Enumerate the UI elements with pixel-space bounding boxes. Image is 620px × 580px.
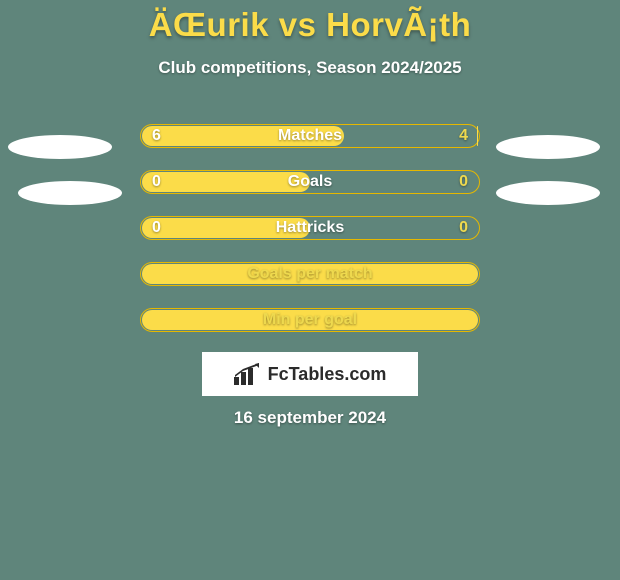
stat-label: Matches: [278, 127, 342, 145]
stat-rows: 6 4 Matches 0 0 Goals 0 0 Hattricks Goals per mat…: [0, 124, 620, 354]
fctables-badge: FcTables.com: [202, 352, 418, 396]
stat-row: Min per goal: [0, 308, 620, 354]
badge-text: FcTables.com: [268, 364, 387, 385]
bar-text: Goals per match: [140, 262, 480, 286]
stat-label: Min per goal: [263, 311, 357, 329]
stat-label: Goals: [288, 173, 332, 191]
avatar-right: [496, 135, 600, 159]
date-text: 16 september 2024: [0, 408, 620, 428]
page-subtitle: Club competitions, Season 2024/2025: [0, 58, 620, 78]
avatar-left: [8, 135, 112, 159]
stat-label: Hattricks: [276, 219, 344, 237]
fctables-icon: [234, 363, 262, 385]
stat-label: Goals per match: [247, 265, 372, 283]
avatar-right: [496, 181, 600, 205]
bar-text: 0 0 Hattricks: [140, 216, 480, 240]
stat-left-value: 0: [152, 170, 161, 194]
comparison-infographic: ÄŒurik vs HorvÃ¡th Club competitions, Se…: [0, 0, 620, 580]
bar-text: 6 4 Matches: [140, 124, 480, 148]
stat-row: 6 4 Matches: [0, 124, 620, 170]
stat-left-value: 6: [152, 124, 161, 148]
stat-row: 0 0 Goals: [0, 170, 620, 216]
stat-row: Goals per match: [0, 262, 620, 308]
bar-text: 0 0 Goals: [140, 170, 480, 194]
page-title: ÄŒurik vs HorvÃ¡th: [0, 0, 620, 44]
stat-row: 0 0 Hattricks: [0, 216, 620, 262]
stat-right-value: 0: [459, 216, 468, 240]
stat-left-value: 0: [152, 216, 161, 240]
avatar-left: [18, 181, 122, 205]
stat-right-value: 0: [459, 170, 468, 194]
stat-right-value: 4: [459, 124, 468, 148]
bar-text: Min per goal: [140, 308, 480, 332]
